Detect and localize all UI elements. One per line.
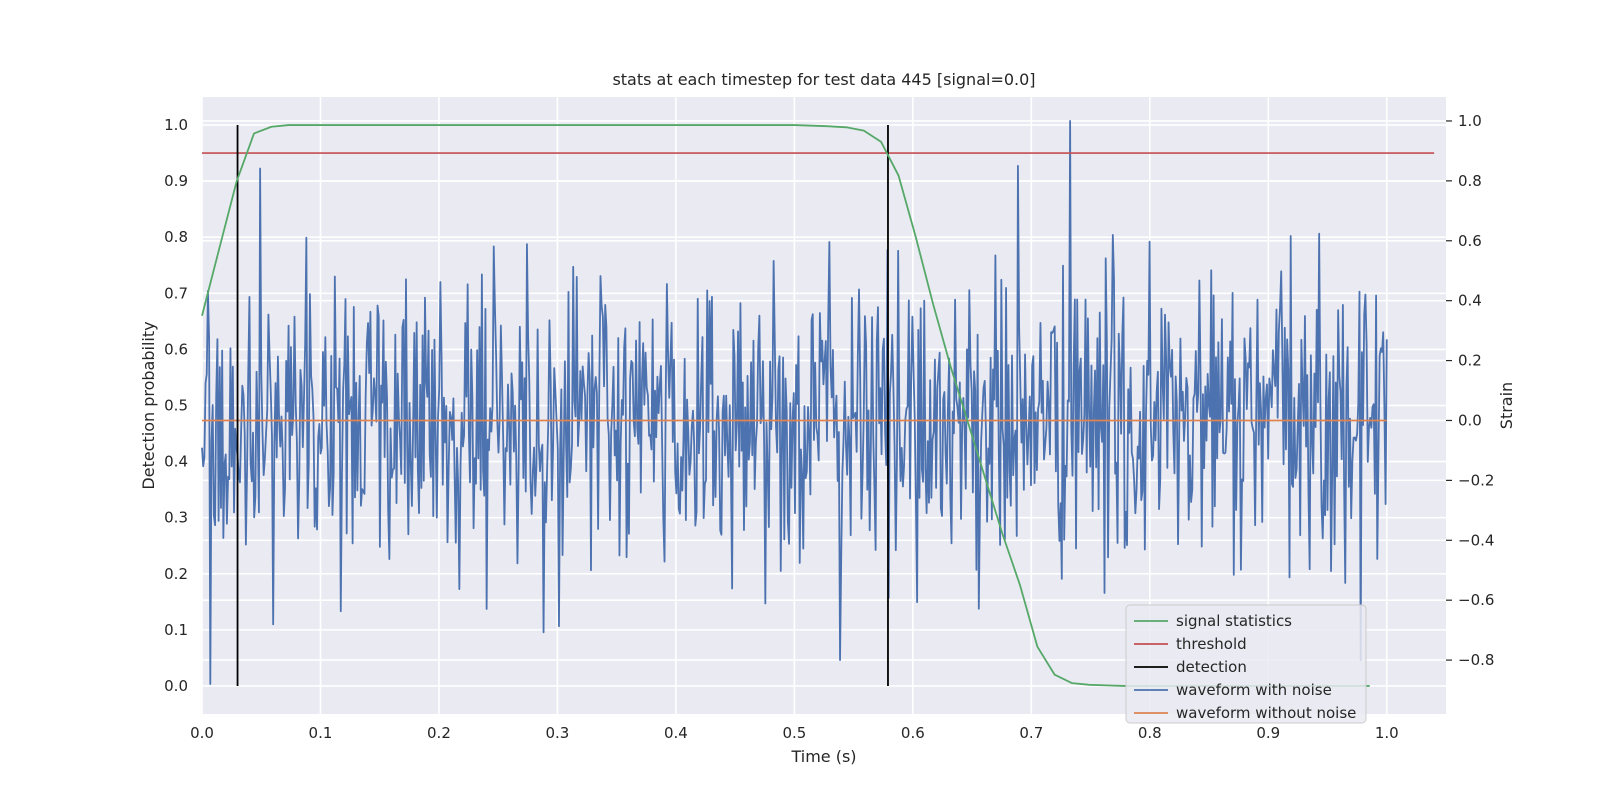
data-layer: [201, 120, 1435, 687]
y-tick-label: 0.2: [164, 565, 188, 583]
series-signal-statistics: [201, 124, 1370, 687]
y-tick-label: 0.6: [164, 340, 188, 358]
y-right-tick-label: −0.6: [1458, 591, 1494, 609]
legend-label: signal statistics: [1176, 612, 1292, 630]
y-axis-label: Detection probability: [139, 321, 158, 489]
x-tick-label: 1.0: [1375, 724, 1399, 742]
y-tick-label: 0.8: [164, 228, 188, 246]
y-tick-label: 0.1: [164, 621, 188, 639]
y-tick-label: 0.0: [164, 677, 188, 695]
chart-title: stats at each timestep for test data 445…: [612, 70, 1035, 89]
axes: 0.0 0.1 0.2 0.3 0.4 0.5 0.6 0.7 0.8 0.9 1.0 0.0 0.1 0…: [164, 112, 1494, 742]
x-tick-label: 0.8: [1138, 724, 1162, 742]
y-tick-label: 0.3: [164, 509, 188, 527]
legend-label: waveform without noise: [1176, 704, 1356, 722]
x-tick-label: 0.3: [545, 724, 569, 742]
y-right-tick-label: −0.2: [1458, 471, 1494, 489]
legend-box: [1125, 604, 1367, 724]
x-tick-label: 0.2: [427, 724, 451, 742]
y-tick-label: 0.9: [164, 172, 188, 190]
y-tick-label: 0.7: [164, 284, 188, 302]
series-waveform-with-noise: [201, 120, 1388, 685]
y-right-tick-label: 0.4: [1458, 292, 1482, 310]
y-tick-label: 0.4: [164, 453, 188, 471]
legend: signal statistics threshold detection wavef…: [1125, 604, 1367, 724]
x-tick-label: 0.4: [664, 724, 688, 742]
legend-label: threshold: [1176, 635, 1247, 653]
y-right-tick-label: 1.0: [1458, 112, 1482, 130]
y-right-tick-label: 0.6: [1458, 232, 1482, 250]
y-tick-label: 1.0: [164, 116, 188, 134]
y-tick-label: 0.5: [164, 397, 188, 415]
y-right-tick-label: 0.2: [1458, 352, 1482, 370]
x-tick-label: 0.6: [901, 724, 925, 742]
y-right-tick-label: 0.0: [1458, 411, 1482, 429]
y-right-axis-label: Strain: [1497, 382, 1516, 429]
legend-label: detection: [1176, 658, 1247, 676]
y-right-tick-label: −0.8: [1458, 651, 1494, 669]
legend-label: waveform with noise: [1176, 681, 1332, 699]
x-tick-label: 0.1: [309, 724, 333, 742]
x-tick-label: 0.0: [190, 724, 214, 742]
x-tick-label: 0.7: [1019, 724, 1043, 742]
x-tick-label: 0.9: [1256, 724, 1280, 742]
y-right-tick-label: −0.4: [1458, 531, 1494, 549]
x-tick-label: 0.5: [782, 724, 806, 742]
x-axis-label: Time (s): [790, 747, 856, 766]
y-right-tick-label: 0.8: [1458, 172, 1482, 190]
